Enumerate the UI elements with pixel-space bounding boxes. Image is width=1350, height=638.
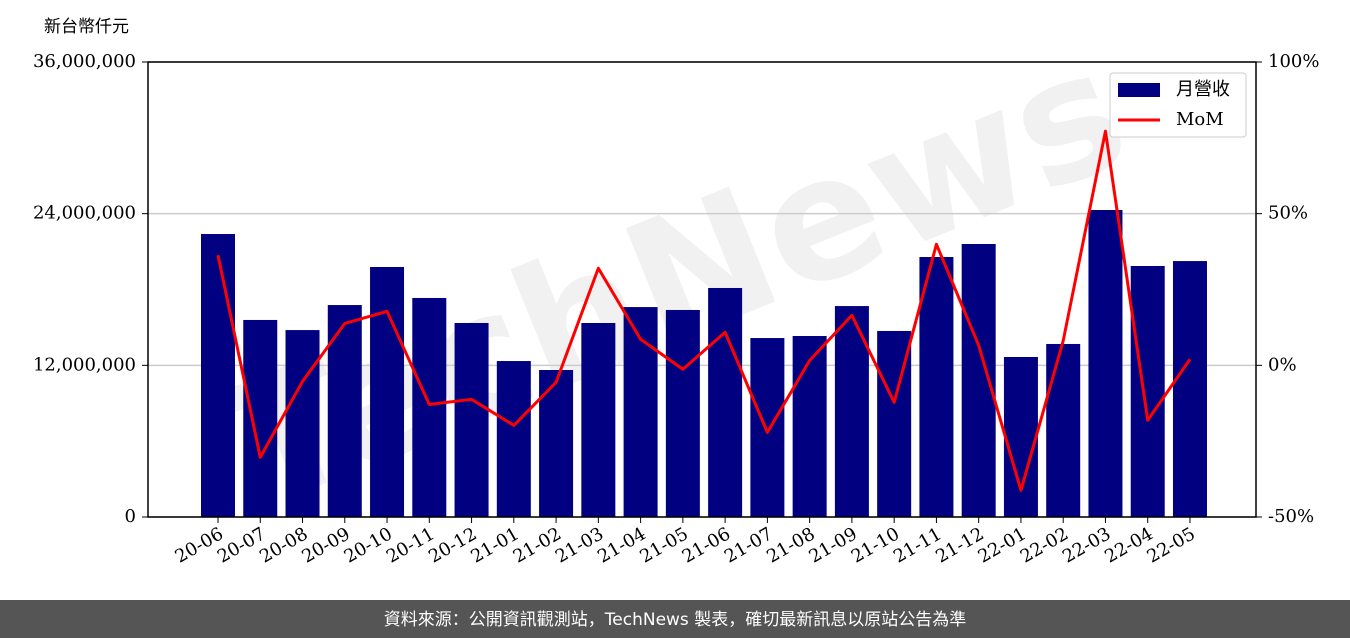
bar xyxy=(581,322,616,517)
y2-tick-label: 0% xyxy=(1268,354,1297,375)
y-tick-label: 24,000,000 xyxy=(33,203,136,224)
legend-swatch xyxy=(1118,83,1160,97)
bar xyxy=(370,267,405,517)
bar xyxy=(1003,356,1038,517)
footer: 資料來源：公開資訊觀測站，TechNews 製表，確切最新訊息以原站公告為準 xyxy=(384,610,966,630)
y-tick-label: 36,000,000 xyxy=(33,51,136,72)
y2-tick-label: -50% xyxy=(1268,506,1314,527)
bar xyxy=(243,319,278,517)
y-tick-label: 12,000,000 xyxy=(33,354,136,375)
bar xyxy=(961,244,996,517)
footer-band xyxy=(0,600,1350,638)
bar xyxy=(708,287,743,517)
bar xyxy=(665,309,700,517)
bar xyxy=(1088,210,1123,517)
y-axis-label: 新台幣仟元 xyxy=(44,17,129,37)
x-tick-label: 22-05 xyxy=(1144,523,1199,567)
y2-tick-label: 100% xyxy=(1268,51,1319,72)
bar xyxy=(792,336,827,517)
bar xyxy=(1130,265,1165,517)
bar xyxy=(327,305,362,517)
bar xyxy=(750,338,785,517)
plot-frame xyxy=(147,61,1257,518)
line xyxy=(216,129,1192,492)
bar xyxy=(496,361,531,517)
bar xyxy=(285,330,320,517)
legend-label: MoM xyxy=(1176,109,1224,130)
bar xyxy=(412,297,447,517)
bar xyxy=(1172,261,1207,517)
bar xyxy=(623,307,658,517)
legend-label: 月營收 xyxy=(1176,79,1230,100)
bar xyxy=(201,234,235,518)
bar xyxy=(919,257,954,517)
y-tick-label: 0 xyxy=(125,506,136,527)
bar xyxy=(539,370,574,517)
bar xyxy=(454,322,489,517)
bar xyxy=(1046,343,1081,517)
y2-tick-label: 50% xyxy=(1268,203,1308,224)
